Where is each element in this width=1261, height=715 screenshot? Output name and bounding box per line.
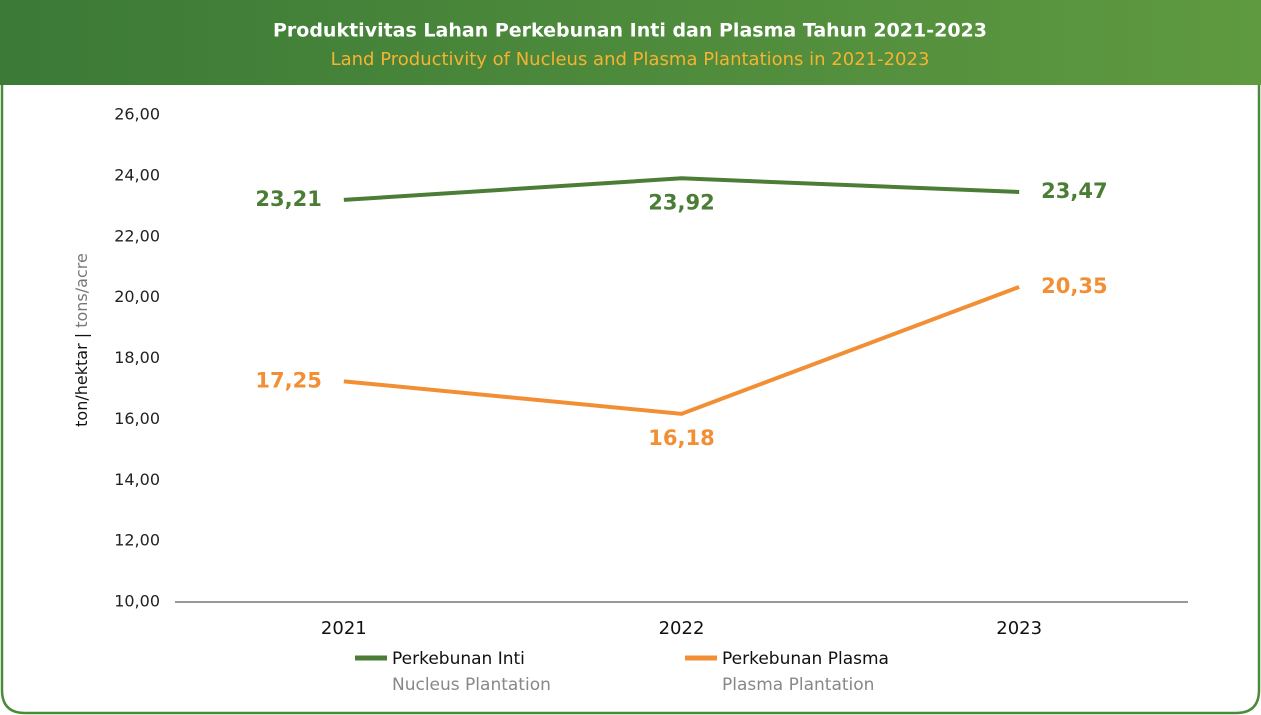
y-tick-label: 16,00 bbox=[114, 409, 160, 428]
legend-label-en: Nucleus Plantation bbox=[392, 675, 551, 695]
y-label-separator: | bbox=[72, 333, 91, 338]
legend-label-en: Plasma Plantation bbox=[722, 675, 874, 695]
chart-subtitle: Land Productivity of Nucleus and Plasma … bbox=[331, 49, 930, 70]
chart-title: Produktivitas Lahan Perkebunan Inti dan … bbox=[273, 20, 987, 42]
data-label: 16,18 bbox=[648, 426, 714, 450]
y-tick-label: 12,00 bbox=[114, 531, 160, 550]
data-label: 23,21 bbox=[255, 187, 321, 211]
data-label: 20,35 bbox=[1041, 274, 1107, 298]
line bbox=[343, 176, 1020, 202]
y-tick-label: 22,00 bbox=[114, 226, 160, 245]
y-tick-label: 10,00 bbox=[114, 592, 160, 611]
legend-label: Perkebunan Plasma bbox=[722, 649, 889, 669]
line bbox=[343, 285, 1020, 416]
x-tick-label: 2022 bbox=[659, 618, 705, 639]
y-tick-label: 18,00 bbox=[114, 348, 160, 367]
y-label: ton/hektar bbox=[72, 343, 91, 427]
y-tick-label: 20,00 bbox=[114, 287, 160, 306]
y-tick-label: 26,00 bbox=[114, 105, 160, 124]
data-label: 23,92 bbox=[648, 190, 714, 214]
y-label-en: tons/acre bbox=[72, 253, 91, 328]
y-tick-label: 14,00 bbox=[114, 470, 160, 489]
x-tick-label: 2021 bbox=[321, 618, 367, 639]
frame bbox=[0, 80, 1261, 715]
data-label: 23,47 bbox=[1041, 179, 1107, 203]
data-label: 17,25 bbox=[255, 368, 321, 392]
y-tick-label: 24,00 bbox=[114, 165, 160, 184]
x-tick-label: 2023 bbox=[996, 618, 1042, 639]
y-axis-label: ton/hektar | tons/acre bbox=[72, 253, 91, 427]
legend-label: Perkebunan Inti bbox=[392, 649, 525, 669]
header bbox=[0, 0, 1261, 85]
